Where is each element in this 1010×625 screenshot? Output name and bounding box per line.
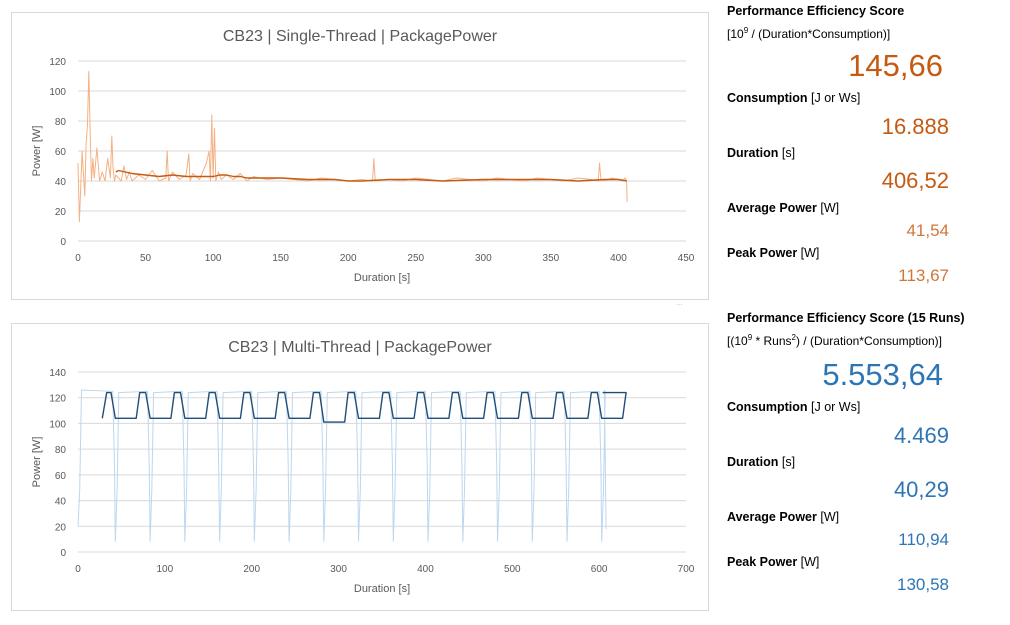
score-formula: [(109 * Runs2) / (Duration*Consumption)] xyxy=(727,333,943,348)
y-tick-label: 20 xyxy=(55,522,67,533)
y-tick-label: 100 xyxy=(49,419,66,430)
chart-title: CB23 | Multi-Thread | PackagePower xyxy=(228,339,492,356)
y-tick-label: 0 xyxy=(60,548,66,559)
single-thread-chart: CB23 | Single-Thread | PackagePower 0 20 40… xyxy=(11,12,709,300)
y-axis-title: Power [W] xyxy=(31,126,43,177)
consumption-value: 4.469 xyxy=(893,423,949,448)
y-tick-label: 40 xyxy=(55,497,67,508)
y-tick-label: 40 xyxy=(55,177,67,188)
x-tick-label: 300 xyxy=(330,564,347,575)
y-tick-label: 0 xyxy=(60,237,66,248)
peak-power-value: 130,58 xyxy=(897,575,949,594)
duration-label: Duration [s] xyxy=(727,455,796,469)
x-tick-label: 200 xyxy=(340,253,357,264)
y-tick-label: 80 xyxy=(55,445,67,456)
y-tick-label: 80 xyxy=(55,117,67,128)
x-tick-label: 400 xyxy=(610,253,627,264)
peak-power-value: 113,67 xyxy=(898,266,949,285)
duration-value: 40,29 xyxy=(893,477,949,502)
x-tick-label: 450 xyxy=(678,253,695,264)
score-value: 145,66 xyxy=(848,48,943,83)
x-tick-label: 400 xyxy=(417,564,434,575)
x-tick-label: 0 xyxy=(75,564,81,575)
x-tick-label: 150 xyxy=(272,253,289,264)
x-axis-title: Duration [s] xyxy=(354,272,410,284)
x-tick-label: 600 xyxy=(591,564,608,575)
y-tick-label: 20 xyxy=(55,207,67,218)
y-tick-label: 140 xyxy=(49,368,66,379)
peak-power-label: Peak Power [W] xyxy=(727,555,820,569)
consumption-value: 16.888 xyxy=(881,114,949,139)
y-tick-label: 100 xyxy=(49,87,66,98)
y-tick-label: 120 xyxy=(49,57,66,68)
x-axis-title: Duration [s] xyxy=(354,583,410,595)
x-tick-label: 100 xyxy=(205,253,222,264)
y-axis-title: Power [W] xyxy=(31,437,43,488)
duration-value: 406,52 xyxy=(881,168,949,193)
chart-title: CB23 | Single-Thread | PackagePower xyxy=(223,28,498,45)
average-power-label: Average Power [W] xyxy=(727,510,840,524)
x-tick-label: 50 xyxy=(140,253,152,264)
average-power-value: 110,94 xyxy=(898,530,949,549)
y-tick-label: 60 xyxy=(55,471,67,482)
consumption-label: Consumption [J or Ws] xyxy=(727,91,861,105)
x-tick-label: 350 xyxy=(543,253,560,264)
y-tick-label: 60 xyxy=(55,147,67,158)
y-tick-label: 120 xyxy=(49,394,66,405)
single-thread-chart-svg: CB23 | Single-Thread | PackagePower 0 20 40… xyxy=(31,28,695,284)
average-power-value: 41,54 xyxy=(906,221,949,240)
consumption-label: Consumption [J or Ws] xyxy=(727,400,861,414)
x-tick-label: 0 xyxy=(75,253,81,264)
peak-power-label: Peak Power [W] xyxy=(727,246,820,260)
duration-label: Duration [s] xyxy=(727,146,796,160)
score-label: Performance Efficiency Score (15 Runs) xyxy=(727,311,965,325)
smoothed-power-line xyxy=(101,391,627,423)
x-tick-label: 700 xyxy=(678,564,695,575)
average-power-label: Average Power [W] xyxy=(727,201,840,215)
smoothed-power-line xyxy=(115,169,627,182)
score-formula: [109 / (Duration*Consumption)] xyxy=(727,26,891,41)
x-tick-label: 200 xyxy=(243,564,260,575)
multi-thread-chart: CB23 | Multi-Thread | PackagePower 0 20 40 6… xyxy=(11,323,709,611)
clipped-text-fragment: ... xyxy=(676,298,683,307)
score-label: Performance Efficiency Score xyxy=(727,4,905,18)
multi-thread-chart-svg: CB23 | Multi-Thread | PackagePower 0 20 40 6… xyxy=(31,339,695,595)
x-tick-label: 250 xyxy=(407,253,424,264)
x-tick-label: 300 xyxy=(475,253,492,264)
score-value: 5.553,64 xyxy=(822,357,943,392)
x-tick-label: 500 xyxy=(504,564,521,575)
raw-power-line xyxy=(77,71,628,222)
raw-power-line xyxy=(77,389,607,542)
x-tick-label: 100 xyxy=(157,564,174,575)
